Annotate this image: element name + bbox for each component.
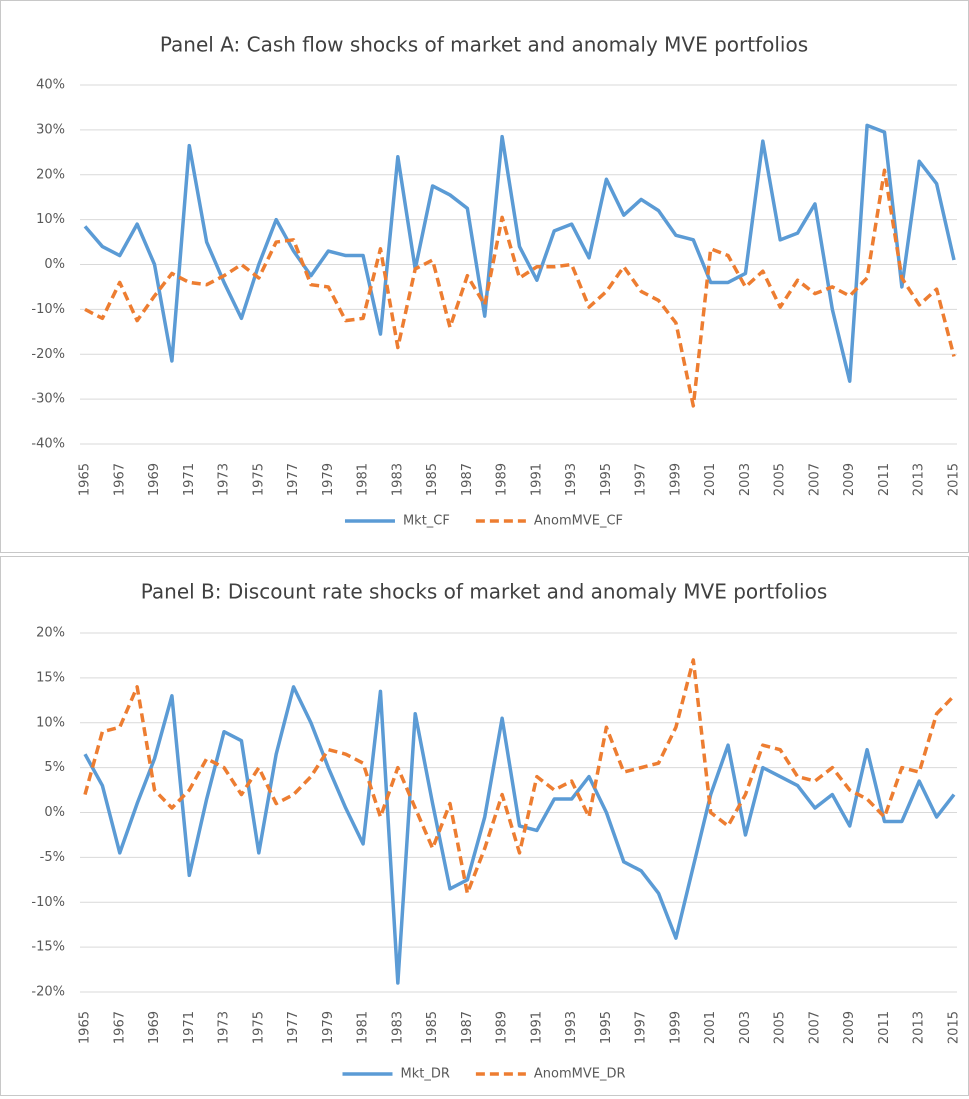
x-tick-label: 2001 xyxy=(703,1011,718,1044)
x-tick-label: 2015 xyxy=(947,463,962,496)
x-tick-label: 2003 xyxy=(738,1011,753,1044)
x-tick-label: 1975 xyxy=(251,463,266,496)
y-tick-label: 20% xyxy=(36,167,65,182)
x-tick-label: 1971 xyxy=(182,1011,197,1044)
x-tick-label: 2005 xyxy=(773,463,788,496)
y-tick-label: 5% xyxy=(44,760,65,775)
legend-label: Mkt_CF xyxy=(403,514,450,529)
legend-label: Mkt_DR xyxy=(400,1067,449,1082)
x-tick-label: 2005 xyxy=(773,1011,788,1044)
x-tick-label: 1971 xyxy=(182,463,197,496)
chart-title: Panel A: Cash flow shocks of market and … xyxy=(160,33,808,57)
x-tick-label: 1991 xyxy=(529,1011,544,1044)
x-tick-label: 1987 xyxy=(460,1011,475,1044)
y-tick-label: 20% xyxy=(36,626,65,641)
x-tick-label: 1985 xyxy=(425,1011,440,1044)
x-tick-label: 1993 xyxy=(564,1011,579,1044)
y-tick-label: 40% xyxy=(36,78,65,93)
legend-label: AnomMVE_CF xyxy=(534,514,623,529)
y-tick-label: -5% xyxy=(40,850,65,865)
x-tick-label: 1977 xyxy=(286,1011,301,1044)
line-series xyxy=(83,685,956,985)
x-tick-label: 1975 xyxy=(251,1011,266,1044)
panel-a: Panel A: Cash flow shocks of market and … xyxy=(0,0,969,553)
x-tick-label: 1969 xyxy=(147,1011,162,1044)
x-tick-label: 1997 xyxy=(634,463,649,496)
x-tick-label: 1995 xyxy=(599,1011,614,1044)
x-tick-label: 1969 xyxy=(147,463,162,496)
x-tick-label: 1995 xyxy=(599,463,614,496)
y-tick-label: -40% xyxy=(31,437,65,452)
x-tick-label: 1983 xyxy=(390,1011,405,1044)
line-series xyxy=(84,168,956,408)
x-tick-label: 2013 xyxy=(912,1011,927,1044)
y-tick-label: 0% xyxy=(44,805,65,820)
y-tick-label: 30% xyxy=(36,122,65,137)
chart: Panel A: Cash flow shocks of market and … xyxy=(31,33,962,529)
x-tick-label: 2013 xyxy=(912,463,927,496)
line-series xyxy=(83,658,956,896)
x-tick-label: 2007 xyxy=(807,1011,822,1044)
x-tick-label: 1979 xyxy=(321,463,336,496)
x-tick-label: 2007 xyxy=(807,463,822,496)
y-tick-label: 10% xyxy=(36,715,65,730)
legend-label: AnomMVE_DR xyxy=(534,1067,626,1082)
chart: Panel B: Discount rate shocks of market … xyxy=(31,580,962,1082)
x-tick-label: 1999 xyxy=(668,1011,683,1044)
x-tick-label: 1965 xyxy=(78,1011,93,1044)
x-tick-label: 1991 xyxy=(529,463,544,496)
x-tick-label: 1981 xyxy=(356,463,371,496)
x-tick-label: 1977 xyxy=(286,463,301,496)
y-tick-label: -30% xyxy=(31,392,65,407)
x-tick-label: 1983 xyxy=(390,463,405,496)
x-tick-label: 2001 xyxy=(703,463,718,496)
x-tick-label: 2009 xyxy=(842,463,857,496)
x-tick-label: 2015 xyxy=(947,1011,962,1044)
x-tick-label: 1981 xyxy=(356,1011,371,1044)
x-tick-label: 1965 xyxy=(78,463,93,496)
x-tick-label: 2009 xyxy=(842,1011,857,1044)
x-tick-label: 2003 xyxy=(738,463,753,496)
x-tick-label: 1985 xyxy=(425,463,440,496)
x-tick-label: 1973 xyxy=(217,1011,232,1044)
y-tick-label: -20% xyxy=(31,347,65,362)
y-tick-label: -20% xyxy=(31,985,65,1000)
x-tick-label: 1967 xyxy=(112,1011,127,1044)
y-tick-label: 15% xyxy=(36,670,65,685)
x-tick-label: 1989 xyxy=(495,463,510,496)
y-tick-label: -15% xyxy=(31,940,65,955)
y-tick-label: -10% xyxy=(31,895,65,910)
x-tick-label: 2011 xyxy=(877,1011,892,1044)
x-tick-label: 1993 xyxy=(564,463,579,496)
x-tick-label: 1997 xyxy=(634,1011,649,1044)
y-tick-label: -10% xyxy=(31,302,65,317)
x-tick-label: 1979 xyxy=(321,1011,336,1044)
y-tick-label: 10% xyxy=(36,212,65,227)
line-series xyxy=(83,123,956,383)
x-tick-label: 1999 xyxy=(668,463,683,496)
x-tick-label: 1967 xyxy=(112,463,127,496)
x-tick-label: 1987 xyxy=(460,463,475,496)
x-tick-label: 2011 xyxy=(877,463,892,496)
y-tick-label: 0% xyxy=(44,257,65,272)
x-tick-label: 1973 xyxy=(217,463,232,496)
panel-b: Panel B: Discount rate shocks of market … xyxy=(0,556,969,1096)
chart-title: Panel B: Discount rate shocks of market … xyxy=(141,580,828,604)
x-tick-label: 1989 xyxy=(495,1011,510,1044)
